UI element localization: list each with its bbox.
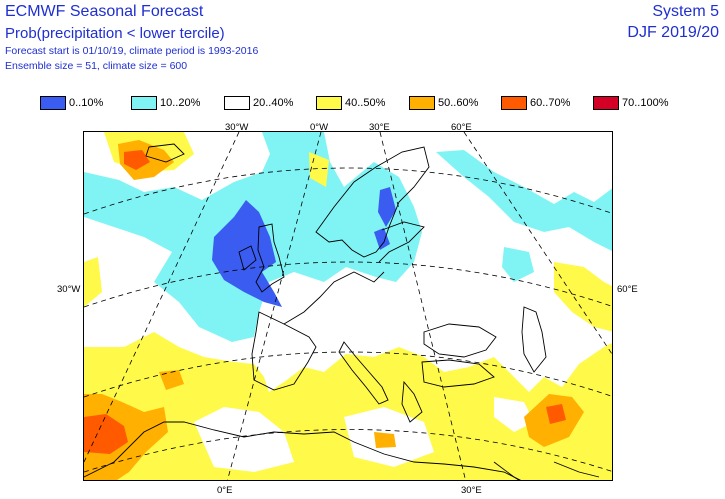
- legend-swatch: [224, 96, 250, 110]
- system-label: System 5: [652, 3, 719, 20]
- axis-label-bottom: 30°E: [461, 485, 482, 496]
- legend-label: 0..10%: [69, 97, 104, 109]
- legend-item: 20..40%: [224, 95, 293, 111]
- coast-italy: [338, 341, 389, 405]
- legend-item: 0..10%: [40, 95, 103, 111]
- legend-item: 10..20%: [131, 95, 200, 111]
- axis-label-right: 60°E: [617, 284, 638, 295]
- coast-ireland: [238, 245, 257, 271]
- axis-label-left: 30°W: [57, 284, 81, 295]
- axis-label-top: 60°E: [451, 122, 472, 133]
- legend-label: 50..60%: [438, 97, 479, 109]
- coast-baltic: [378, 221, 425, 263]
- coast-iceland: [145, 143, 185, 163]
- field-60-70-sw: [84, 414, 128, 454]
- parallel-70n: [84, 167, 612, 215]
- meridian-0: [227, 132, 322, 480]
- legend-swatch: [409, 96, 435, 110]
- coast-iberia: [251, 311, 317, 391]
- field-0-10-finland: [374, 228, 390, 250]
- coast-mainland-west: [283, 271, 385, 325]
- coast-persian-gulf: [553, 461, 600, 478]
- chart-title: ECMWF Seasonal Forecast: [5, 3, 204, 20]
- axis-label-bottom: 0°E: [217, 485, 233, 496]
- legend-swatch: [316, 96, 342, 110]
- coast-greece: [401, 380, 423, 423]
- parallel-50n: [84, 261, 612, 308]
- map-frame: [83, 131, 613, 481]
- axis-label-top: 0°W: [310, 122, 329, 133]
- axis-label-top: 30°W: [225, 122, 249, 133]
- legend-label: 70..100%: [622, 97, 669, 109]
- coast-turkey: [421, 359, 495, 388]
- legend-label: 10..20%: [160, 97, 201, 109]
- coast-north-africa: [84, 421, 522, 480]
- legend-item: 50..60%: [409, 95, 478, 111]
- meridian-30e: [379, 132, 466, 480]
- coastlines: [84, 143, 600, 480]
- legend-item: 60..70%: [501, 95, 570, 111]
- field-60-70-north: [124, 150, 150, 170]
- coast-scandinavia: [315, 146, 430, 258]
- legend-label: 20..40%: [253, 97, 294, 109]
- chart-subtitle: Prob(precipitation < lower tercile): [5, 25, 225, 42]
- graticule: [84, 132, 612, 480]
- meridian-30w: [84, 132, 240, 463]
- coast-caspian: [521, 306, 547, 373]
- legend-item: 70..100%: [593, 95, 668, 111]
- field-0-10-sweden: [378, 187, 396, 227]
- field-60-70-east: [546, 404, 566, 424]
- legend-swatch: [501, 96, 527, 110]
- legend-label: 40..50%: [345, 97, 386, 109]
- parallel-40n: [84, 351, 612, 398]
- field-40-50-west: [84, 257, 102, 307]
- field-50-60-med: [374, 432, 396, 448]
- coast-red-sea: [493, 461, 520, 480]
- forecast-map: [84, 132, 612, 480]
- field-0-10-atlantic: [212, 200, 282, 307]
- field-10-20-arctic: [436, 150, 612, 251]
- field-40-50-south: [84, 332, 612, 480]
- field-20-40-gap-1: [194, 407, 294, 472]
- forecast-info: Forecast start is 01/10/19, climate peri…: [5, 45, 259, 57]
- season-label: DJF 2019/20: [627, 24, 719, 41]
- parallel-30n: [84, 429, 612, 473]
- probability-fields: [84, 132, 612, 480]
- coast-britain: [255, 223, 285, 293]
- coast-black-sea: [423, 323, 497, 358]
- ensemble-info: Ensemble size = 51, climate size = 600: [5, 60, 188, 72]
- field-10-20-east: [502, 247, 534, 282]
- legend-swatch: [131, 96, 157, 110]
- meridian-60e: [463, 132, 612, 355]
- field-50-60-mid: [159, 370, 184, 390]
- field-20-40-gap-3: [494, 397, 534, 432]
- axis-label-top: 30°E: [369, 122, 390, 133]
- legend-swatch: [40, 96, 66, 110]
- field-40-50-central: [309, 152, 329, 187]
- legend-label: 60..70%: [530, 97, 571, 109]
- legend-item: 40..50%: [316, 95, 385, 111]
- legend-swatch: [593, 96, 619, 110]
